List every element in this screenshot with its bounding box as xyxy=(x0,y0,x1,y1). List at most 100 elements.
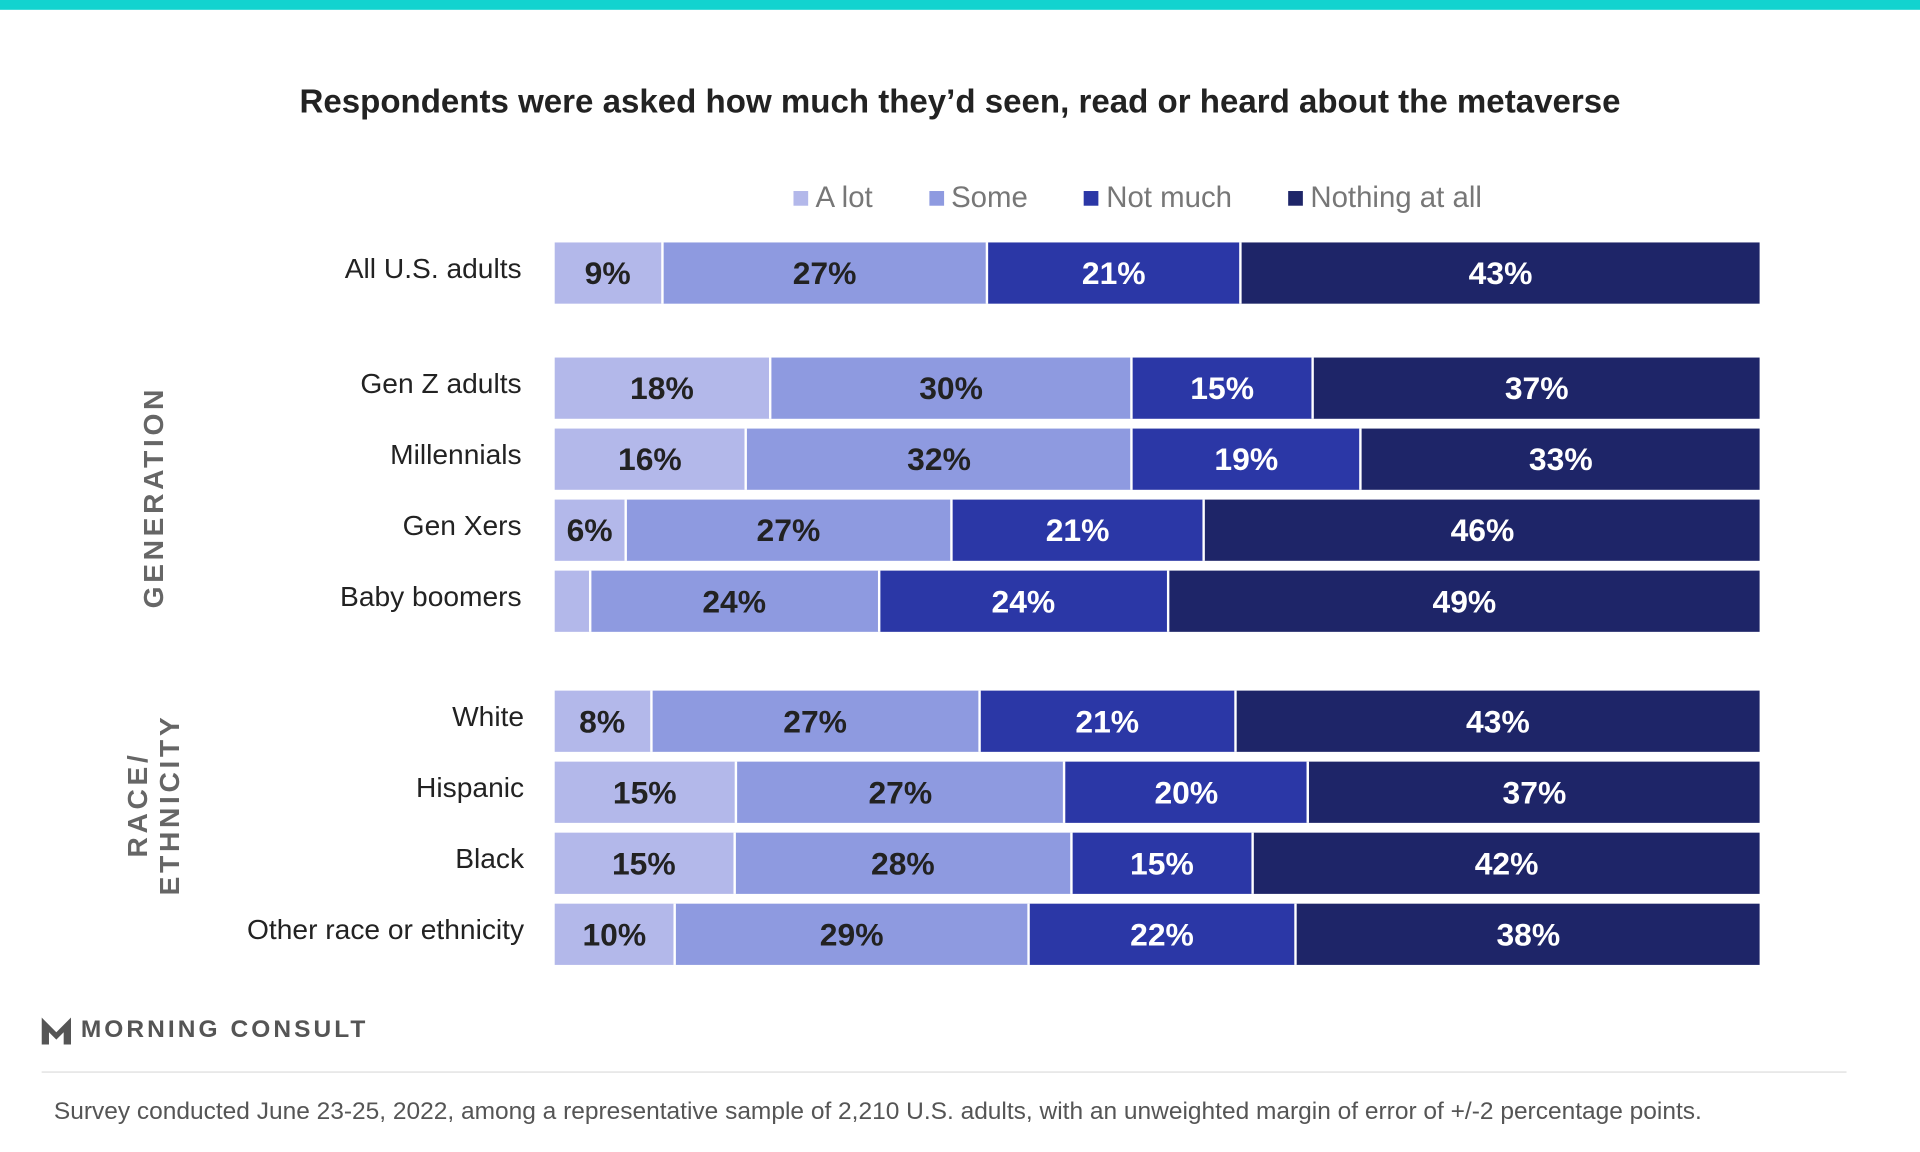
bar-segment-not-much: 15% xyxy=(1072,832,1254,894)
bar-segment-a-lot: 18% xyxy=(554,357,772,419)
data-label: 43% xyxy=(1466,702,1530,739)
legend-label: A lot xyxy=(815,181,873,215)
data-label: 15% xyxy=(1130,844,1194,882)
divider xyxy=(41,1071,1847,1073)
bar-segment-not-much: 15% xyxy=(1133,357,1314,419)
data-label: 37% xyxy=(1502,773,1567,811)
bar-segment-nothing-at-all: 33% xyxy=(1361,428,1760,490)
chart-title: Respondents were asked how much they’d s… xyxy=(299,83,1621,121)
bar-segment-some: 24% xyxy=(590,570,881,632)
data-label: 18% xyxy=(630,369,694,406)
data-label: 24% xyxy=(702,582,767,619)
bar-segment-some: 27% xyxy=(626,499,953,561)
legend-item: Some xyxy=(929,181,1028,215)
data-label: 49% xyxy=(1432,582,1497,619)
data-label: 15% xyxy=(611,844,676,882)
bar-segment-not-much: 21% xyxy=(952,499,1206,561)
bar-segment-nothing-at-all: 38% xyxy=(1297,903,1760,965)
bar-segment-some: 32% xyxy=(747,428,1134,490)
legend-label: Some xyxy=(951,181,1028,215)
category-label: Baby boomers xyxy=(340,580,522,613)
data-label: 10% xyxy=(582,915,647,953)
category-label: Black xyxy=(455,842,525,875)
legend-label: Nothing at all xyxy=(1310,181,1482,215)
data-label: 29% xyxy=(819,915,884,953)
bar-segment-not-much: 20% xyxy=(1065,761,1310,823)
legend-swatch xyxy=(793,191,809,206)
bar-segment-not-much: 21% xyxy=(988,242,1242,304)
stacked-bar: 18% 30% 15% 37% xyxy=(554,357,1760,419)
stacked-bar: 15% 28% 15% 42% xyxy=(554,832,1760,894)
data-label: 20% xyxy=(1154,773,1219,811)
stacked-bar: 6% 27% 21% 46% xyxy=(554,499,1760,561)
stacked-bar: 9% 27% 21% 43% xyxy=(554,242,1760,304)
group-label-race-ethnicity: RACE/ETHNICITY xyxy=(121,621,185,988)
stacked-bar: 24% 24% 49% xyxy=(554,570,1760,632)
bar-segment-not-much: 22% xyxy=(1029,903,1298,965)
group-label-line: RACE/ xyxy=(121,751,154,858)
legend: A lot Some Not much Nothing at all xyxy=(793,181,1538,215)
bar-segment-nothing-at-all: 43% xyxy=(1241,242,1760,304)
bar-segment-a-lot: 15% xyxy=(554,832,736,894)
bar-segment-a-lot: 16% xyxy=(554,428,748,490)
bar-segment-not-much: 21% xyxy=(980,690,1237,752)
legend-swatch xyxy=(1084,191,1099,206)
legend-swatch xyxy=(1288,191,1304,206)
bar-segment-a-lot: 8% xyxy=(554,690,653,752)
data-label: 43% xyxy=(1468,254,1533,291)
legend-swatch xyxy=(929,191,944,206)
category-label: Gen Z adults xyxy=(360,367,522,400)
bar-segment-a-lot xyxy=(554,570,591,632)
data-label: 15% xyxy=(612,773,677,811)
bar-segment-nothing-at-all: 46% xyxy=(1205,499,1760,561)
footnote: Survey conducted June 23-25, 2022, among… xyxy=(53,1098,1702,1126)
legend-label: Not much xyxy=(1106,181,1232,215)
category-label: All U.S. adults xyxy=(344,252,522,285)
stacked-bar: 16% 32% 19% 33% xyxy=(554,428,1760,490)
bar-segment-nothing-at-all: 42% xyxy=(1253,832,1760,894)
data-label: 8% xyxy=(579,702,626,739)
accent-bar xyxy=(0,0,1920,10)
data-label: 16% xyxy=(617,440,682,477)
logo-m-icon xyxy=(41,1016,72,1044)
group-label-line: GENERATION xyxy=(137,385,169,609)
data-label: 27% xyxy=(756,511,821,548)
group-label-line: ETHNICITY xyxy=(153,713,185,896)
data-label: 27% xyxy=(792,254,857,291)
data-label: 6% xyxy=(566,511,613,548)
bar-segment-nothing-at-all: 49% xyxy=(1169,570,1760,632)
data-label: 22% xyxy=(1130,915,1194,953)
data-label: 19% xyxy=(1214,440,1279,477)
data-label: 21% xyxy=(1045,511,1110,548)
data-label: 33% xyxy=(1528,440,1593,477)
bar-segment-some: 27% xyxy=(737,761,1066,823)
bar-segment-some: 27% xyxy=(652,690,981,752)
stacked-bar: 15% 27% 20% 37% xyxy=(554,761,1760,823)
data-label: 27% xyxy=(783,702,847,739)
bar-segment-a-lot: 15% xyxy=(554,761,738,823)
bar-segment-some: 28% xyxy=(735,832,1073,894)
stacked-bar: 10% 29% 22% 38% xyxy=(554,903,1760,965)
data-label: 9% xyxy=(584,254,631,291)
category-label: Gen Xers xyxy=(402,509,522,542)
bar-segment-nothing-at-all: 43% xyxy=(1236,690,1760,752)
category-label: White xyxy=(452,700,525,733)
bar-segment-some: 30% xyxy=(771,357,1134,419)
legend-item: Nothing at all xyxy=(1288,181,1482,215)
category-label: Hispanic xyxy=(416,771,525,804)
data-label: 21% xyxy=(1081,254,1146,291)
bar-segment-a-lot: 9% xyxy=(554,242,664,304)
bar-segment-not-much: 19% xyxy=(1133,428,1362,490)
bar-segment-nothing-at-all: 37% xyxy=(1309,761,1760,823)
bar-segment-a-lot: 6% xyxy=(554,499,627,561)
legend-item: Not much xyxy=(1084,181,1232,215)
data-label: 37% xyxy=(1504,369,1569,406)
bar-segment-some: 29% xyxy=(676,903,1030,965)
data-label: 42% xyxy=(1474,844,1539,882)
category-label: Other race or ethnicity xyxy=(247,913,525,946)
data-label: 30% xyxy=(919,369,983,406)
data-label: 27% xyxy=(868,773,933,811)
legend-item: A lot xyxy=(793,181,873,215)
bar-segment-nothing-at-all: 37% xyxy=(1313,357,1760,419)
